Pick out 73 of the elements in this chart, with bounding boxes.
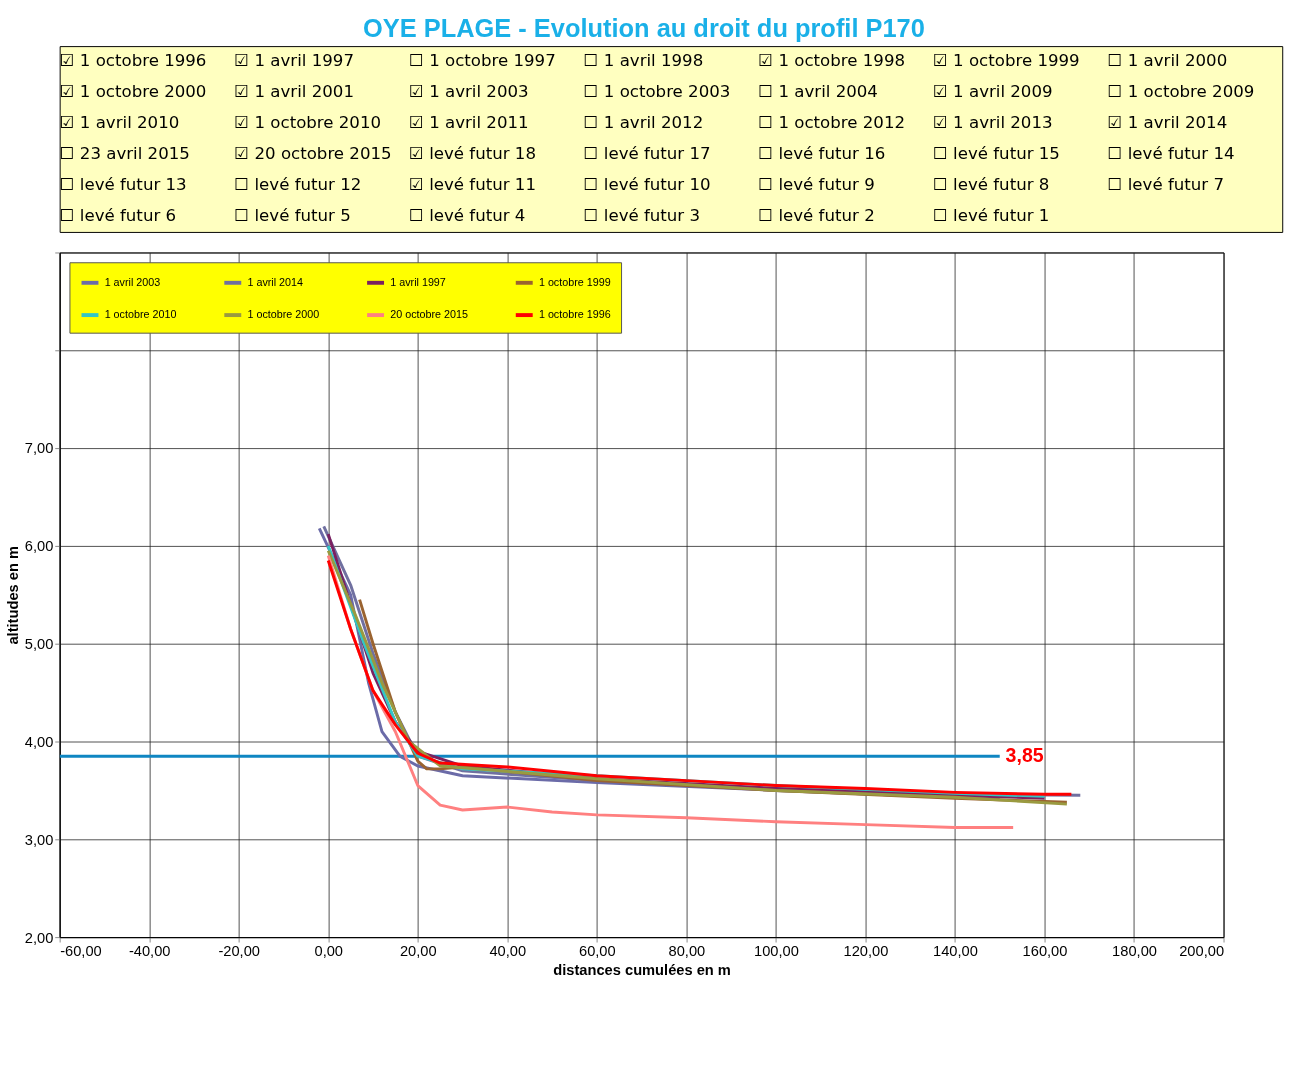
text: ☑ 1 octobre 2010 [234, 113, 382, 133]
legend-label: 1 octobre 1996 [538, 308, 611, 321]
legend-label: 20 octobre 2015 [390, 308, 468, 321]
text: ☑ 1 octobre 1998 [758, 51, 906, 71]
text: ☐ 1 octobre 1997 [408, 51, 556, 71]
text: ☐ 1 avril 2004 [758, 82, 878, 102]
text: ☑ levé futur 11 [408, 175, 536, 195]
text: ☑ 1 octobre 2000 [59, 82, 207, 102]
text: ☑ 1 avril 2003 [408, 82, 529, 102]
text: ☐ 1 avril 2012 [583, 113, 704, 133]
text: ☐ levé futur 3 [583, 206, 701, 226]
text: ☐ 1 octobre 2003 [583, 82, 731, 102]
text: ☐ levé futur 16 [758, 144, 886, 164]
text: ☑ 1 avril 2009 [932, 82, 1053, 102]
x-tick-label: -60,00 [60, 943, 102, 960]
y-tick-label: 6,00 [24, 538, 54, 555]
x-tick-label: -20,00 [218, 943, 260, 960]
x-tick-label: 100,00 [753, 943, 799, 960]
text: ☑ 1 avril 2013 [932, 113, 1053, 133]
text: ☐ levé futur 5 [234, 206, 351, 226]
x-tick-label: 180,00 [1112, 943, 1157, 960]
y-tick-label: 4,00 [24, 733, 54, 750]
text: ☐ levé futur 15 [932, 144, 1060, 164]
text: ☐ levé futur 1 [932, 206, 1050, 226]
text: ☑ 1 octobre 1996 [59, 51, 207, 71]
x-tick-label: 160,00 [1022, 943, 1068, 960]
legend-label: 1 avril 2003 [104, 275, 161, 288]
text: ☑ 1 avril 1997 [234, 51, 354, 71]
text: ☐ 1 avril 2000 [1107, 51, 1228, 71]
y-tick-label: 7,00 [24, 440, 54, 457]
y-tick-label: 5,00 [24, 636, 54, 653]
text: ☑ levé futur 18 [408, 144, 536, 164]
legend-label: 1 avril 2014 [247, 275, 304, 288]
legend-label: 1 octobre 1999 [538, 275, 611, 288]
text: ☐ levé futur 9 [758, 175, 875, 195]
text: ☐ levé futur 8 [932, 175, 1050, 195]
x-tick-label: -40,00 [128, 943, 171, 960]
x-tick-label: 60,00 [578, 943, 616, 960]
text: ☐ levé futur 6 [59, 206, 177, 226]
x-tick-label: 40,00 [489, 943, 527, 960]
x-axis-title: distances cumulées en m [553, 961, 731, 978]
text: ☐ levé futur 14 [1107, 144, 1235, 164]
text: ☐ 1 avril 1998 [583, 51, 704, 71]
text: ☐ 1 octobre 2012 [758, 113, 906, 133]
text: ☐ levé futur 10 [583, 175, 711, 195]
y-tick-label: 3,00 [24, 831, 54, 848]
legend-label: 1 avril 1997 [390, 275, 446, 288]
y-axis-title: altitudes en m [4, 546, 21, 645]
text: ☑ 1 avril 2011 [408, 113, 529, 133]
text: ☐ 1 octobre 2009 [1107, 82, 1255, 102]
text: ☑ 1 avril 2010 [59, 113, 180, 133]
chart-title: OYE PLAGE - Evolution au droit du profil P170 [363, 13, 925, 42]
x-tick-label: 140,00 [933, 943, 978, 960]
x-tick-label: 120,00 [843, 943, 889, 960]
x-tick-label: 200,00 [1179, 943, 1225, 960]
legend-label: 1 octobre 2000 [247, 308, 320, 321]
text: ☑ 1 octobre 1999 [932, 51, 1080, 71]
text: ☐ levé futur 4 [408, 206, 526, 226]
text: ☑ 20 octobre 2015 [234, 144, 392, 164]
text: ☐ levé futur 17 [583, 144, 711, 164]
text: ☐ levé futur 12 [234, 175, 362, 195]
x-tick-label: 20,00 [399, 943, 437, 960]
text: ☐ levé futur 2 [758, 206, 875, 226]
x-tick-label: 0,00 [314, 943, 344, 960]
y-tick-label: 2,00 [24, 929, 54, 946]
annotation: 3,85 [1005, 744, 1044, 767]
text: ☐ levé futur 7 [1107, 175, 1225, 195]
x-tick-label: 80,00 [668, 943, 706, 960]
text: ☑ 1 avril 2014 [1107, 113, 1228, 133]
legend-label: 1 octobre 2010 [104, 308, 177, 321]
text: ☐ 23 avril 2015 [59, 144, 190, 164]
text: ☐ levé futur 13 [59, 175, 187, 195]
text: ☑ 1 avril 2001 [234, 82, 354, 102]
